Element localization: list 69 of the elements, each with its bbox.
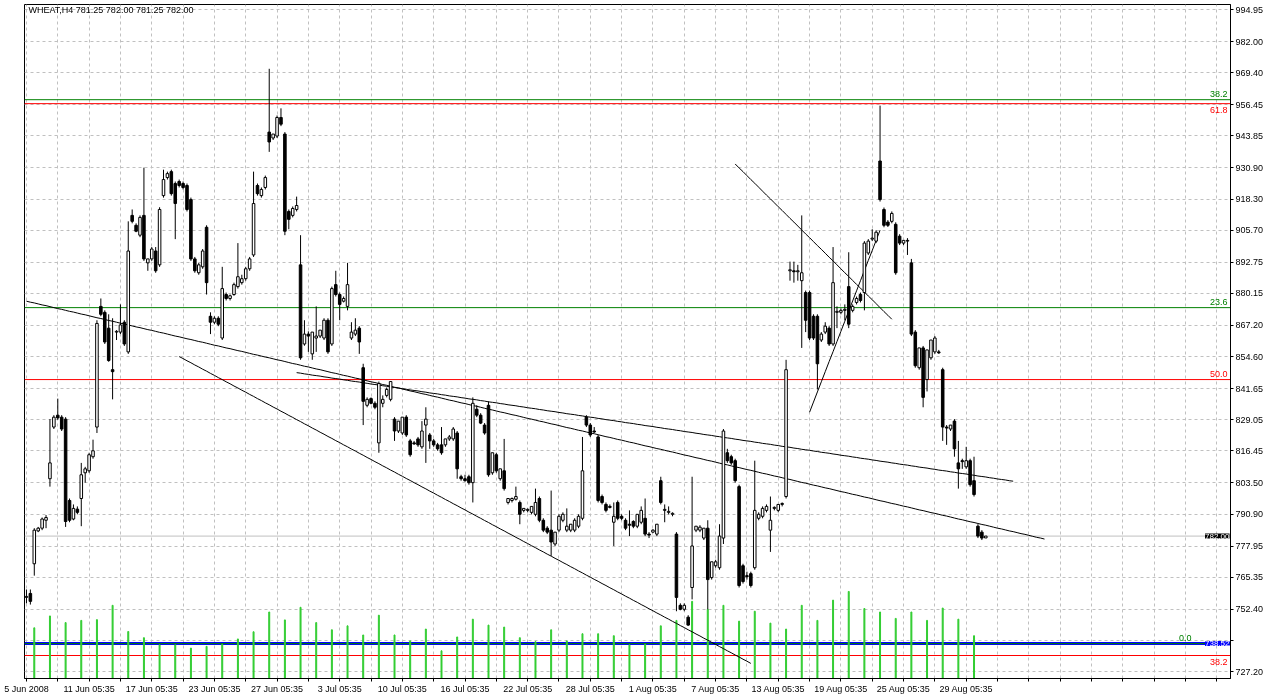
x-tick-label: 19 Aug 05:35: [814, 683, 868, 694]
candlestick: [44, 514, 48, 529]
candlestick: [48, 418, 52, 488]
x-tick-label: 3 Jul 05:35: [317, 683, 362, 694]
candlestick: [615, 499, 620, 521]
candlestick: [404, 414, 409, 438]
x-tick-label: 10 Jul 05:35: [377, 683, 427, 694]
candlestick: [310, 331, 315, 361]
x-tick-label: 1 Aug 05:35: [628, 683, 677, 694]
y-tick-label: 918.30: [1235, 194, 1264, 205]
candlestick: [424, 406, 428, 464]
x-tick-label: 29 Aug 05:35: [939, 683, 993, 694]
candlestick: [792, 261, 796, 284]
candlestick: [306, 330, 311, 353]
ref-line-label: 782.00: [1205, 531, 1231, 541]
annotation: 61.8: [1209, 104, 1228, 115]
candlestick: [565, 507, 569, 533]
x-tick-label: 17 Jun 05:35: [125, 683, 178, 694]
x-tick-label: 11 Jun 05:35: [63, 683, 115, 694]
annotation: 50.0: [1209, 368, 1228, 379]
candlestick: [463, 474, 467, 483]
y-tick-label: 777.95: [1235, 541, 1264, 552]
y-tick-label: 982.00: [1235, 36, 1264, 47]
y-tick-label: 956.45: [1235, 99, 1264, 110]
y-tick-label: 930.90: [1235, 162, 1264, 173]
chart-title: WHEAT,H4 781.25 782.00 781.25 782.00: [28, 4, 194, 15]
y-tick-label: 841.65: [1235, 383, 1264, 394]
x-tick-label: 16 Jul 05:35: [440, 683, 490, 694]
candlestick: [643, 498, 647, 537]
y-tick-label: 880.15: [1235, 288, 1264, 299]
y-tick-label: 803.50: [1235, 477, 1264, 488]
y-tick-label: 994.95: [1235, 4, 1264, 15]
y-tick-label: 867.20: [1235, 320, 1264, 331]
y-tick-label: 943.85: [1235, 130, 1264, 141]
candlestick: [518, 499, 522, 525]
x-tick-label: 22 Jul 05:35: [503, 683, 553, 694]
candlestick: [514, 486, 518, 501]
x-tick-label: 27 Jun 05:35: [251, 683, 304, 694]
annotation: 38.2: [1209, 88, 1228, 99]
ref-line-label: 738.52: [1205, 639, 1231, 649]
candlestick: [612, 501, 616, 547]
y-tick-label: 854.60: [1235, 351, 1264, 362]
x-tick-label: 25 Aug 05:35: [876, 683, 930, 694]
x-tick-label: 23 Jun 05:35: [188, 683, 241, 694]
candlestick: [659, 476, 663, 505]
candlestick: [267, 68, 271, 153]
x-tick-label: 28 Jul 05:35: [565, 683, 615, 694]
annotation: 38.2: [1209, 656, 1228, 667]
y-tick-label: 790.90: [1235, 509, 1264, 520]
y-tick-label: 727.20: [1235, 666, 1264, 677]
y-tick-label: 816.45: [1235, 445, 1264, 456]
candlestick: [733, 458, 737, 484]
x-tick-label: 7 Aug 05:35: [691, 683, 740, 694]
annotation: 23.6: [1209, 296, 1228, 307]
line-series: [178, 356, 752, 664]
candlestick: [882, 206, 886, 228]
candlestick: [502, 438, 506, 492]
x-tick-label: 5 Jun 2008: [4, 683, 49, 694]
y-tick-label: 905.70: [1235, 225, 1264, 236]
y-tick-label: 752.40: [1235, 604, 1264, 615]
y-tick-label: 969.40: [1235, 67, 1264, 78]
x-tick-label: 13 Aug 05:35: [751, 683, 805, 694]
candlestick: [314, 305, 318, 353]
annotation: 0.0: [1178, 632, 1192, 643]
candlestick: [788, 261, 792, 282]
y-tick-label: 829.05: [1235, 414, 1264, 425]
candlestick: [549, 490, 553, 557]
y-tick-label: 765.35: [1235, 572, 1264, 583]
y-tick-label: 892.75: [1235, 257, 1264, 268]
